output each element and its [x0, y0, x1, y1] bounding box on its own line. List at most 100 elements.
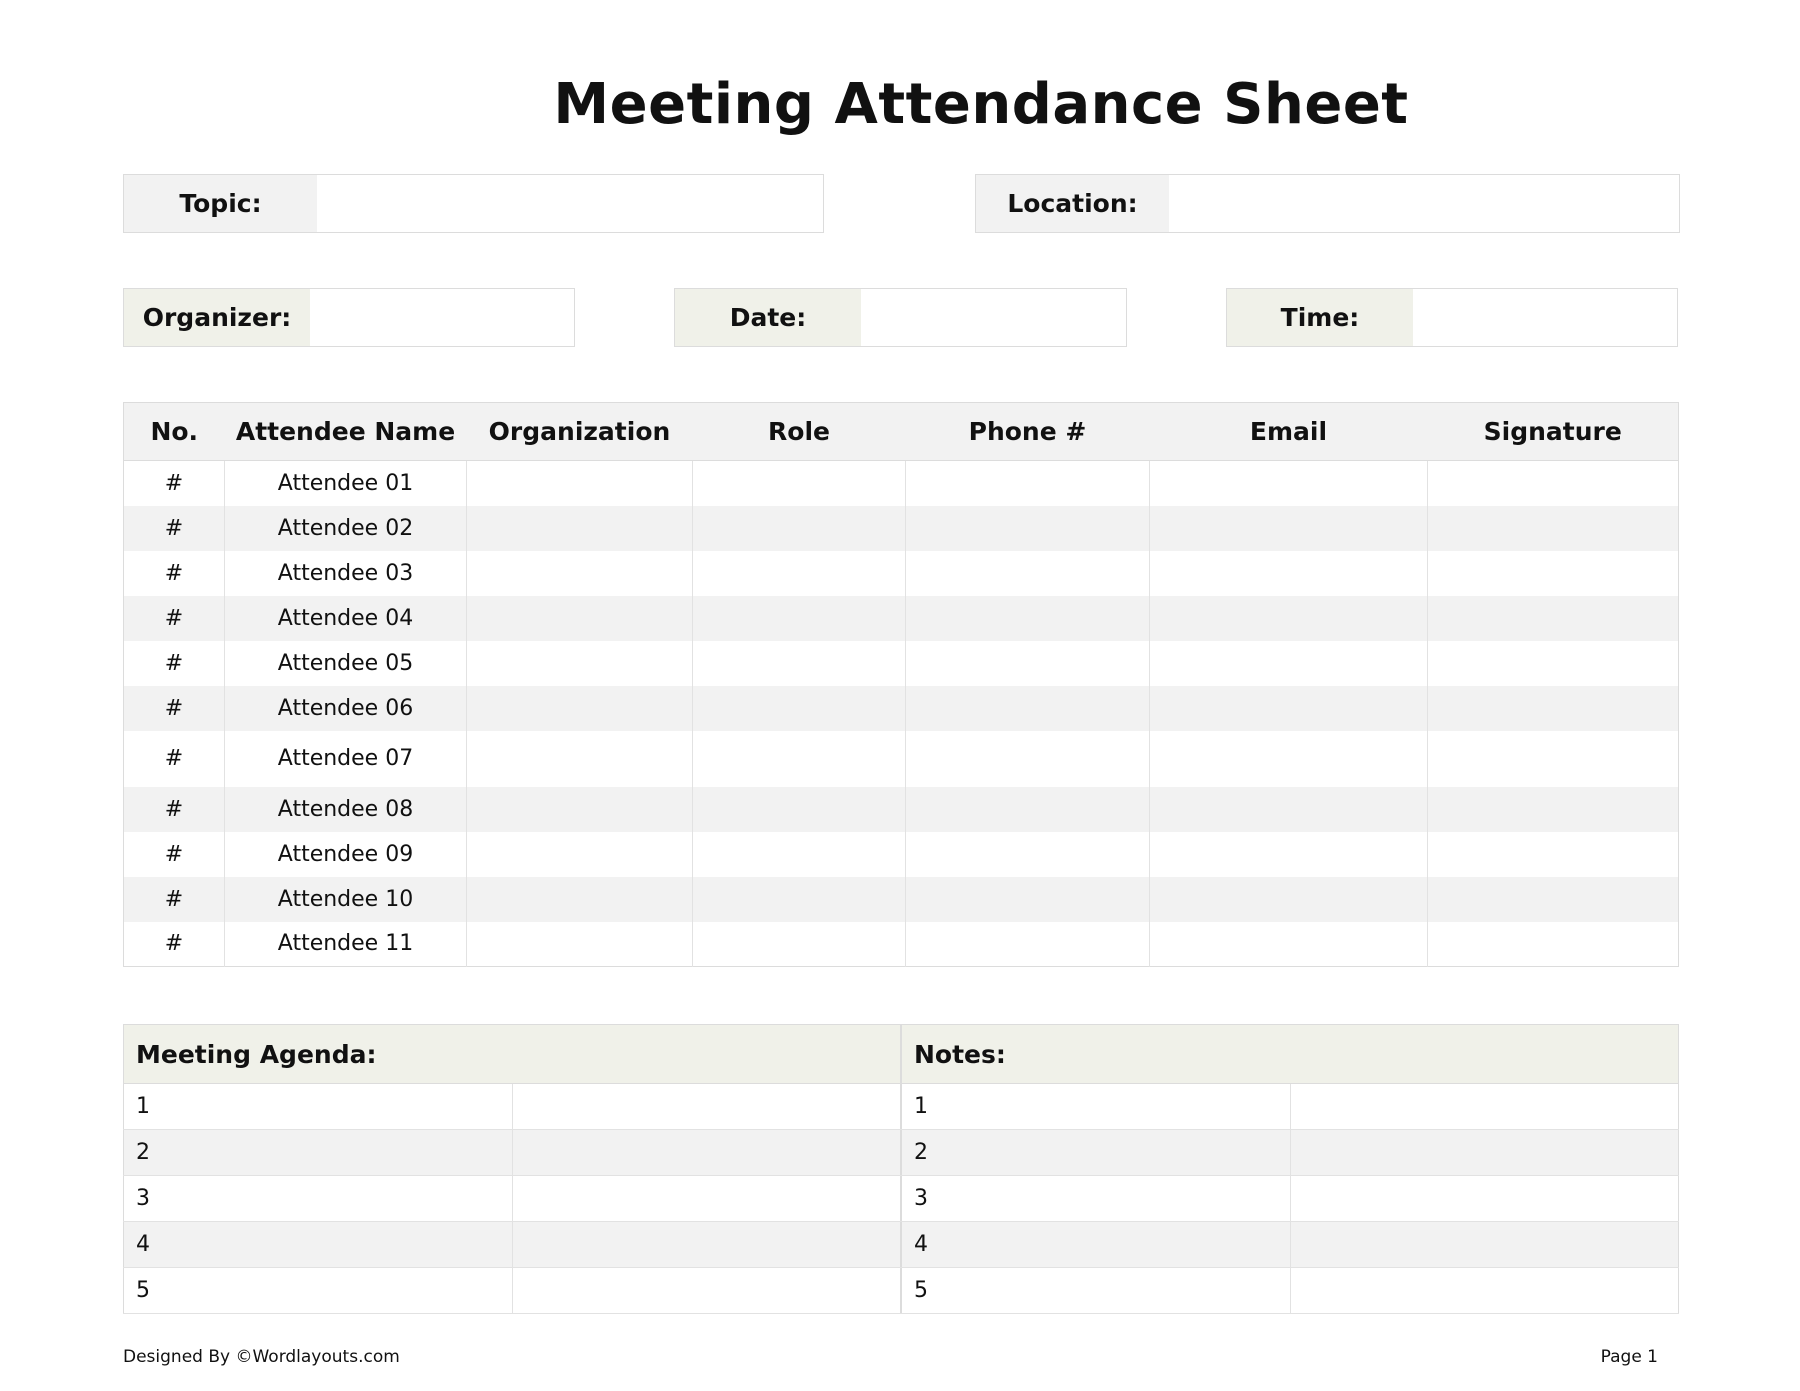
time-field: Time:	[1226, 288, 1678, 347]
organization-cell[interactable]	[466, 595, 693, 641]
attendance-table: No. Attendee Name Organization Role Phone # E…	[123, 402, 1679, 967]
notes-title: Notes:	[901, 1024, 1679, 1084]
email-cell[interactable]	[1149, 730, 1428, 787]
footer-credit: Designed By ©Wordlayouts.com	[123, 1347, 400, 1367]
notes-item-cell[interactable]	[1290, 1129, 1679, 1176]
signature-cell[interactable]	[1427, 460, 1679, 506]
email-cell[interactable]	[1149, 831, 1428, 877]
phone-cell[interactable]	[905, 685, 1150, 731]
organization-cell[interactable]	[466, 460, 693, 506]
signature-cell[interactable]	[1427, 685, 1679, 731]
attendee-name: Attendee 06	[224, 685, 467, 731]
agenda-row: 3	[123, 1175, 901, 1222]
phone-cell[interactable]	[905, 460, 1150, 506]
row-number: #	[164, 931, 184, 957]
signature-cell[interactable]	[1427, 831, 1679, 877]
phone-cell[interactable]	[905, 595, 1150, 641]
phone-cell[interactable]	[905, 786, 1150, 832]
role-cell[interactable]	[692, 730, 906, 787]
attendee-name: Attendee 05	[224, 640, 467, 686]
role-cell[interactable]	[692, 460, 906, 506]
row-number: #	[164, 470, 184, 496]
agenda-item-cell[interactable]	[512, 1267, 901, 1314]
role-cell[interactable]	[692, 921, 906, 967]
table-row: # Attendee 01	[124, 460, 1679, 506]
email-cell[interactable]	[1149, 685, 1428, 731]
email-cell[interactable]	[1149, 550, 1428, 596]
phone-cell[interactable]	[905, 876, 1150, 922]
signature-cell[interactable]	[1427, 786, 1679, 832]
role-cell[interactable]	[692, 876, 906, 922]
signature-cell[interactable]	[1427, 595, 1679, 641]
date-input[interactable]	[861, 289, 1126, 346]
email-cell[interactable]	[1149, 505, 1428, 551]
organization-cell[interactable]	[466, 786, 693, 832]
agenda-item-cell[interactable]	[512, 1129, 901, 1176]
organization-cell[interactable]	[466, 550, 693, 596]
role-cell[interactable]	[692, 685, 906, 731]
email-cell[interactable]	[1149, 876, 1428, 922]
role-cell[interactable]	[692, 640, 906, 686]
table-row: # Attendee 08	[123, 786, 1679, 832]
phone-cell[interactable]	[905, 921, 1150, 967]
signature-cell[interactable]	[1427, 640, 1679, 686]
organization-cell[interactable]	[466, 831, 693, 877]
notes-item-cell[interactable]	[1290, 1221, 1679, 1268]
signature-cell[interactable]	[1427, 921, 1679, 967]
table-row: # Attendee 07	[124, 730, 1679, 787]
attendee-name: Attendee 11	[224, 921, 467, 967]
organization-cell[interactable]	[466, 730, 693, 787]
notes-item-cell[interactable]	[1290, 1175, 1679, 1222]
phone-cell[interactable]	[905, 640, 1150, 686]
organizer-label: Organizer:	[124, 289, 310, 346]
table-row: # Attendee 03	[124, 550, 1679, 596]
agenda-item-cell[interactable]	[512, 1175, 901, 1222]
attendee-name: Attendee 02	[224, 505, 467, 551]
phone-cell[interactable]	[905, 505, 1150, 551]
organization-cell[interactable]	[466, 921, 693, 967]
phone-cell[interactable]	[905, 550, 1150, 596]
organization-cell[interactable]	[466, 685, 693, 731]
organization-cell[interactable]	[466, 640, 693, 686]
notes-item-cell[interactable]	[1290, 1083, 1679, 1130]
email-cell[interactable]	[1149, 921, 1428, 967]
agenda-item-cell[interactable]	[512, 1083, 901, 1130]
column-header: Organization	[466, 402, 693, 461]
time-input[interactable]	[1413, 289, 1677, 346]
role-cell[interactable]	[692, 550, 906, 596]
organization-cell[interactable]	[466, 876, 693, 922]
topic-field: Topic:	[123, 174, 824, 233]
notes-item-number: 2	[901, 1129, 1291, 1176]
notes-row: 2	[901, 1129, 1679, 1176]
email-cell[interactable]	[1149, 640, 1428, 686]
role-cell[interactable]	[692, 831, 906, 877]
table-row: # Attendee 06	[123, 685, 1679, 731]
date-label: Date:	[675, 289, 861, 346]
role-cell[interactable]	[692, 595, 906, 641]
agenda-item-cell[interactable]	[512, 1221, 901, 1268]
row-number: #	[123, 685, 225, 731]
email-cell[interactable]	[1149, 786, 1428, 832]
page-title: Meeting Attendance Sheet	[553, 72, 1409, 137]
email-cell[interactable]	[1149, 595, 1428, 641]
role-cell[interactable]	[692, 505, 906, 551]
signature-cell[interactable]	[1427, 505, 1679, 551]
role-cell[interactable]	[692, 786, 906, 832]
agenda-row: 4	[123, 1221, 901, 1268]
phone-cell[interactable]	[905, 831, 1150, 877]
phone-cell[interactable]	[905, 730, 1150, 787]
signature-cell[interactable]	[1427, 876, 1679, 922]
location-input[interactable]	[1169, 175, 1679, 232]
page-number: Page 1	[1600, 1347, 1658, 1367]
signature-cell[interactable]	[1427, 550, 1679, 596]
signature-cell[interactable]	[1427, 730, 1679, 787]
row-number: #	[123, 505, 225, 551]
topic-input[interactable]	[317, 175, 823, 232]
notes-item-cell[interactable]	[1290, 1267, 1679, 1314]
organizer-input[interactable]	[310, 289, 574, 346]
email-cell[interactable]	[1149, 460, 1428, 506]
organization-cell[interactable]	[466, 505, 693, 551]
time-label: Time:	[1227, 289, 1413, 346]
attendee-name: Attendee 10	[224, 876, 467, 922]
